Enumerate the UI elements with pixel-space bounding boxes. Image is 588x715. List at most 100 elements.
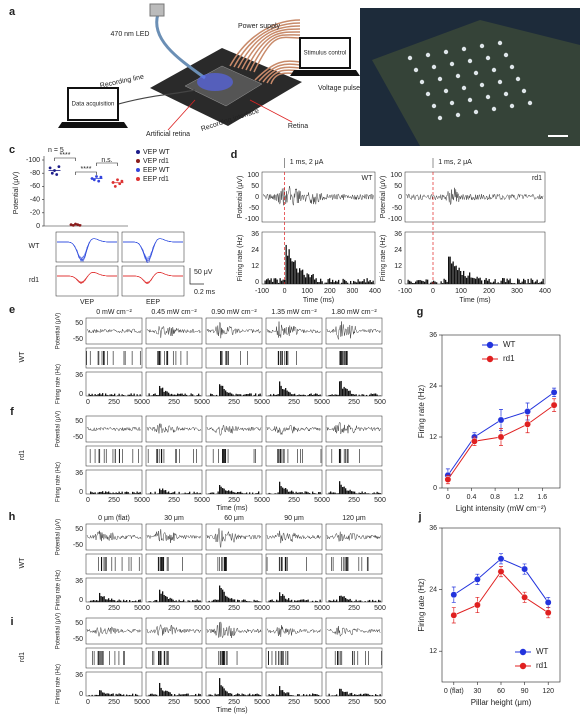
histogram-bar <box>97 695 99 696</box>
pillar <box>425 91 431 97</box>
histogram-bar <box>132 491 134 494</box>
histogram-bar <box>229 392 231 396</box>
y-tick-label: 36 <box>75 470 83 477</box>
histogram-bar <box>345 488 347 494</box>
axis-label: Time (ms) <box>459 297 490 304</box>
plot-box <box>85 577 143 603</box>
histogram-bar <box>241 600 243 602</box>
histogram-bar <box>333 282 335 284</box>
histogram-bar <box>183 694 185 696</box>
histogram-bar <box>348 599 350 602</box>
trace-box <box>121 265 185 297</box>
panel-label: e <box>9 304 15 316</box>
pillar <box>449 100 455 106</box>
trace <box>146 624 202 636</box>
histogram-bar <box>252 492 254 494</box>
histogram-bar <box>303 599 305 602</box>
histogram-bar <box>91 393 93 396</box>
histogram-bar <box>312 491 314 494</box>
y-tick-label: 0 <box>79 691 83 698</box>
plot-box <box>265 317 323 345</box>
histogram-bar <box>329 278 331 284</box>
histogram-bar <box>319 394 321 396</box>
histogram-bar <box>315 393 317 396</box>
laptop-screen <box>67 87 119 121</box>
plot-box <box>85 445 143 467</box>
histogram-bar <box>318 492 320 494</box>
histogram-bar <box>159 385 161 396</box>
histogram-bar <box>364 492 366 494</box>
histogram-bar <box>231 490 233 494</box>
trace <box>206 621 262 639</box>
x-tick-label: 0 <box>146 699 150 706</box>
x-tick-label: 500 <box>134 699 146 706</box>
plot-box <box>205 317 263 345</box>
histogram-bar <box>234 599 236 602</box>
histogram-bar <box>157 394 159 396</box>
annotation: Data acquisition <box>72 102 115 108</box>
histogram-bar <box>94 694 96 696</box>
histogram-bar <box>166 391 168 396</box>
histogram-bar <box>258 601 260 602</box>
histogram-bar <box>162 488 164 494</box>
trace <box>206 528 262 548</box>
histogram-bar <box>258 491 260 494</box>
histogram-bar <box>277 694 279 696</box>
histogram-bar <box>527 278 529 284</box>
panel-label: c <box>9 144 15 156</box>
histogram-bar <box>304 695 306 696</box>
histogram-bar <box>180 393 182 396</box>
histogram-bar <box>280 385 282 396</box>
wire <box>233 22 301 68</box>
x-tick-label: 250 <box>228 605 240 612</box>
histogram-bar <box>228 597 230 602</box>
trace <box>206 322 262 339</box>
condition-label: 90 μm <box>284 515 304 522</box>
histogram-bar <box>277 600 279 602</box>
histogram-bar <box>530 278 532 284</box>
plot-box <box>404 171 546 223</box>
axis-label: Potential (μV) <box>56 519 62 555</box>
histogram-bar <box>223 591 225 602</box>
histogram-bar <box>494 279 496 284</box>
histogram-bar <box>360 492 362 494</box>
histogram-bar <box>154 393 156 396</box>
histogram-bar <box>120 600 122 602</box>
histogram-bar <box>178 491 180 494</box>
histogram-bar <box>275 278 277 284</box>
plot-frame <box>441 527 561 683</box>
histogram-bar <box>159 488 161 494</box>
axis-label: Firing rate (Hz) <box>237 235 244 282</box>
x-tick-label: 250 <box>288 699 300 706</box>
histogram-bar <box>213 395 215 396</box>
histogram-bar <box>347 282 349 284</box>
histogram-bar <box>512 283 514 284</box>
legend-swatch <box>486 341 494 349</box>
panel-label: a <box>9 6 16 18</box>
panel-label: d <box>231 149 238 161</box>
histogram-bar <box>291 490 293 494</box>
condition-label: 0.90 mW cm⁻² <box>211 309 257 316</box>
histogram-bar <box>276 599 278 602</box>
histogram-bar <box>319 599 321 602</box>
histogram-bar <box>162 591 164 602</box>
histogram-bar <box>171 694 173 696</box>
histogram-bar <box>213 599 215 602</box>
histogram-bar <box>460 270 462 284</box>
legend-swatch <box>136 168 140 172</box>
histogram-bar <box>108 395 110 396</box>
histogram-bar <box>127 695 129 696</box>
histogram-bar <box>353 280 355 284</box>
x-tick-label: 0 <box>146 605 150 612</box>
histogram-bar <box>372 695 374 696</box>
y-tick-label: 36 <box>429 525 437 532</box>
annotation: Voltage pulse <box>318 85 360 92</box>
x-tick-label: 1.2 <box>514 494 524 501</box>
histogram-bar <box>220 486 222 494</box>
histogram-bar <box>317 282 319 284</box>
histogram-bar <box>282 594 284 602</box>
histogram-bar <box>352 491 354 494</box>
histogram-bar <box>286 489 288 494</box>
histogram-bar <box>373 492 375 494</box>
point <box>550 388 558 396</box>
